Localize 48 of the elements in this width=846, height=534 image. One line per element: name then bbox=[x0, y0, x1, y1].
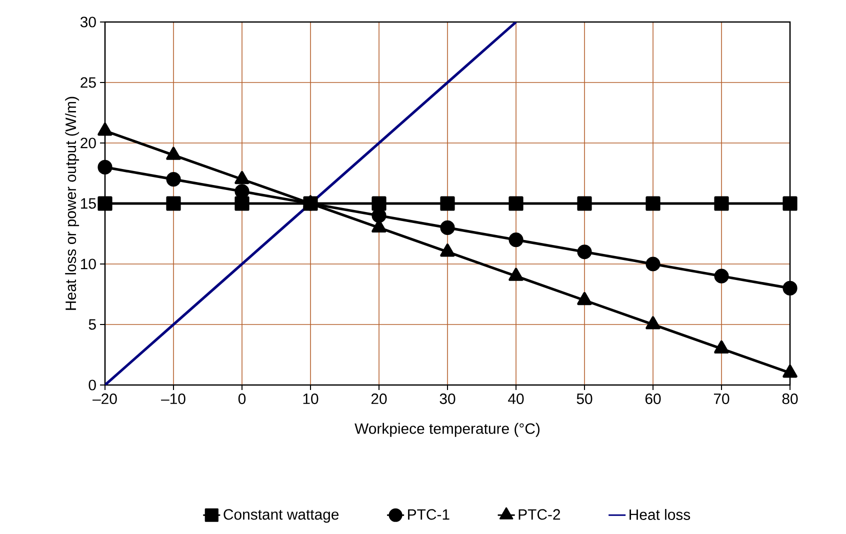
point bbox=[714, 340, 729, 354]
point bbox=[508, 268, 524, 281]
y-tick-label: 20 bbox=[80, 138, 96, 148]
legend-label: PTC-2 bbox=[518, 509, 560, 520]
x-tick-label: –10 bbox=[161, 394, 186, 404]
point bbox=[577, 292, 592, 306]
point bbox=[508, 196, 524, 211]
point bbox=[98, 196, 112, 211]
legend-label: PTC-1 bbox=[408, 509, 450, 520]
point bbox=[714, 268, 729, 284]
y-tick-label: 10 bbox=[81, 258, 96, 270]
x-tick-label: 40 bbox=[508, 394, 524, 404]
legend-label: Heat loss bbox=[630, 508, 690, 520]
point bbox=[440, 244, 455, 257]
x-tick-label: 60 bbox=[645, 394, 661, 404]
x-tick-label: 80 bbox=[782, 394, 798, 404]
point bbox=[98, 160, 112, 174]
point bbox=[782, 196, 798, 211]
point bbox=[646, 256, 660, 272]
x-axis-title: Workpiece temperature (°C) bbox=[354, 422, 540, 437]
point bbox=[234, 196, 250, 211]
x-tick-label: 30 bbox=[440, 394, 456, 404]
point bbox=[508, 232, 524, 248]
y-tick-label: 15 bbox=[81, 198, 96, 209]
y-tick-label: 5 bbox=[88, 319, 96, 330]
point bbox=[166, 172, 181, 187]
point bbox=[646, 196, 660, 211]
x-tick-label: 10 bbox=[303, 394, 318, 404]
x-tick-label: 50 bbox=[576, 394, 592, 404]
point bbox=[440, 196, 455, 211]
point bbox=[646, 316, 660, 330]
y-tick-label: 0 bbox=[88, 380, 96, 390]
point bbox=[782, 280, 798, 296]
point bbox=[372, 196, 386, 211]
point bbox=[440, 220, 455, 235]
point bbox=[714, 196, 729, 211]
point bbox=[577, 244, 592, 260]
legend-label: Constant wattage bbox=[224, 509, 339, 523]
y-axis-title: Heat loss or power output (W/m) bbox=[65, 96, 80, 310]
point bbox=[166, 196, 181, 211]
point bbox=[577, 196, 592, 211]
x-tick-label: 70 bbox=[714, 394, 730, 404]
y-tick-label: 30 bbox=[80, 16, 96, 28]
x-tick-label: 20 bbox=[371, 394, 387, 404]
y-tick-label: 25 bbox=[80, 77, 96, 88]
x-tick-label: 0 bbox=[238, 394, 246, 404]
point bbox=[782, 364, 798, 378]
x-tick-label: –20 bbox=[92, 394, 117, 404]
